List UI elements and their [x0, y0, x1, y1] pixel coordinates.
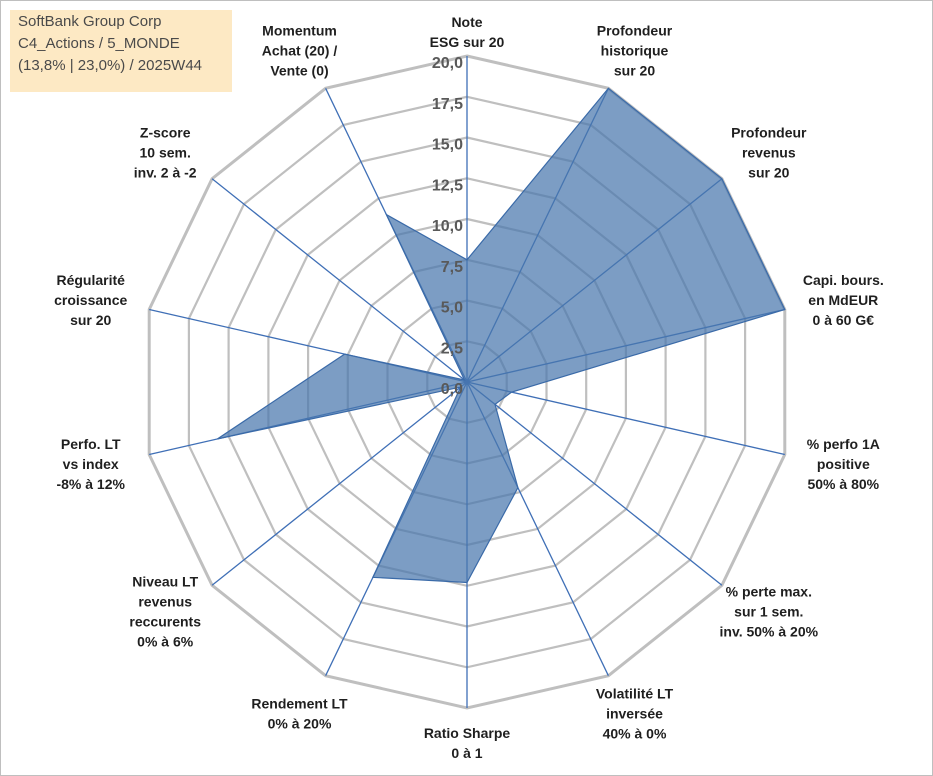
tick-label: 17,5: [432, 96, 463, 113]
category-labels: Note ESG sur 20 Profondeur historique sur 20…: [54, 14, 884, 761]
tick-label: 2,5: [441, 340, 463, 357]
axis-spoke: [466, 381, 785, 456]
tick-label: 5,0: [441, 300, 463, 317]
axis-spoke: [211, 381, 468, 586]
category-label: Profondeur historique sur 20: [597, 22, 673, 78]
info-label: (13,8% | 23,0%) / 2025W44: [18, 57, 202, 74]
category-label: Z-score 10 sem. inv. 2 à -2: [134, 125, 197, 181]
category-label: % perte max. sur 1 sem. inv. 50% à 20%: [720, 583, 819, 639]
category-label: Profondeur revenus sur 20: [731, 125, 807, 181]
category-label: Niveau LT revenus reccurents 0% à 6%: [129, 573, 201, 649]
tick-label: 20,0: [432, 55, 463, 72]
category-label: C4_Actions / 5_MONDE: [18, 35, 180, 52]
title-box: SoftBank Group Corp C4_Actions / 5_MONDE…: [10, 10, 232, 92]
axis-spoke: [211, 178, 468, 383]
tick-label: 15,0: [432, 137, 463, 154]
category-label: Perfo. LT vs index -8% à 12%: [56, 436, 125, 492]
series-layer: [217, 87, 786, 584]
tick-label: 12,5: [432, 177, 463, 194]
category-label: Volatilité LT inversée 40% à 0%: [596, 686, 674, 742]
tick-labels: 0,0 2,5 5,0 7,5 10,0 12,5 15,0 17,5 20,0: [432, 55, 463, 398]
tick-label: 10,0: [432, 218, 463, 235]
axis-spoke: [466, 381, 723, 586]
series-area: [217, 87, 786, 584]
category-label: Ratio Sharpe 0 à 1: [424, 725, 511, 761]
tick-label: 7,5: [441, 259, 463, 276]
category-label: Momentum Achat (20) / Vente (0): [262, 22, 338, 78]
company-name: SoftBank Group Corp: [18, 13, 162, 30]
category-label: Régularité croissance sur 20: [54, 272, 127, 328]
category-label: Capi. bours. en MdEUR 0 à 60 G€: [803, 272, 884, 328]
category-label: Rendement LT 0% à 20%: [251, 696, 348, 732]
tick-label: 0,0: [441, 381, 463, 398]
category-label: Note ESG sur 20: [430, 14, 505, 50]
category-label: % perfo 1A positive 50% à 80%: [807, 436, 880, 492]
